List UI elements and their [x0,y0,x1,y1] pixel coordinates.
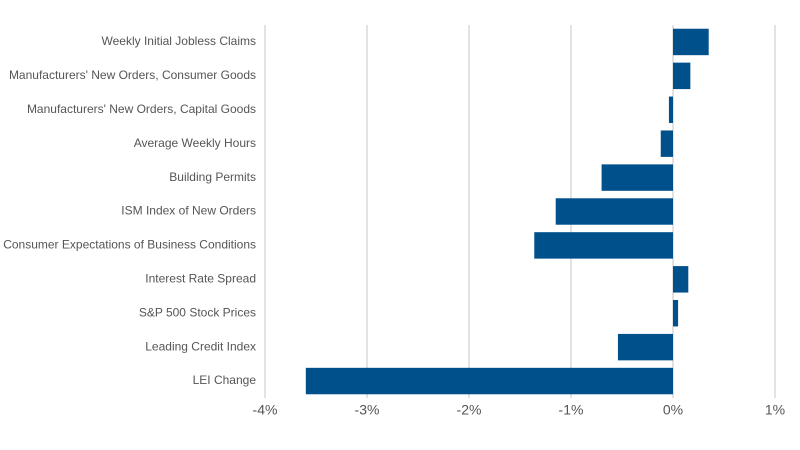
x-tick-label: -4% [253,402,278,418]
y-tick-label: ISM Index of New Orders [121,204,256,218]
y-tick-label: Interest Rate Spread [145,271,256,285]
bar [555,198,673,225]
bar [673,62,691,90]
x-tick-label: -1% [559,402,584,418]
y-tick-label: Consumer Expectations of Business Condit… [3,238,256,252]
x-tick-label: -3% [355,402,380,418]
bar [601,164,673,191]
bar [673,300,679,327]
y-tick-label: Average Weekly Hours [134,136,256,150]
bar [673,28,709,56]
y-tick-label: Manufacturers' New Orders, Capital Goods [27,102,256,116]
y-tick-label: Building Permits [169,170,256,184]
bar [668,96,673,123]
bar [305,367,673,395]
bar [660,130,673,157]
bar [673,266,689,293]
y-tick-label: Leading Credit Index [145,339,256,353]
bar [534,232,673,259]
bar [617,333,673,361]
y-tick-label: Manufacturers' New Orders, Consumer Good… [9,68,256,82]
x-tick-label: 1% [765,402,785,418]
y-tick-label: S&P 500 Stock Prices [139,305,256,319]
x-tick-label: 0% [663,402,683,418]
y-tick-label: Weekly Initial Jobless Claims [102,34,257,48]
y-tick-label: LEI Change [193,373,257,387]
x-tick-label: -2% [457,402,482,418]
